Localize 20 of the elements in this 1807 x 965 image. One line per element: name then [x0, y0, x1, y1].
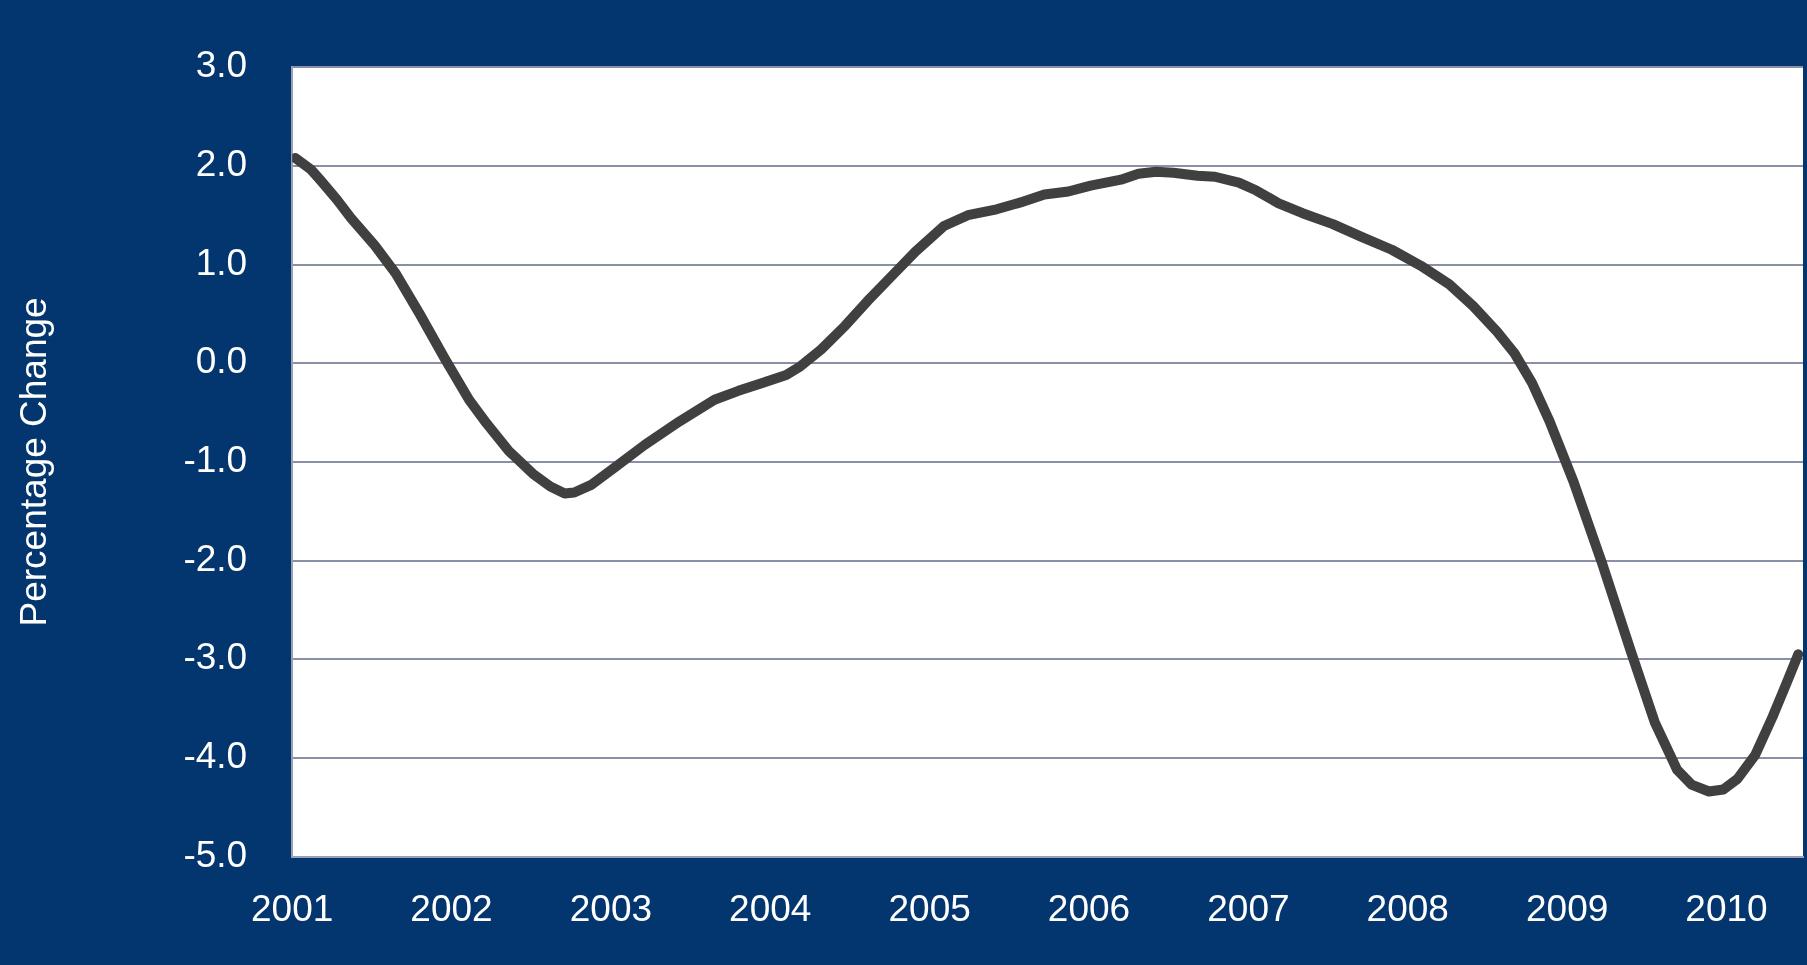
- y-tick-label: 0.0: [195, 340, 248, 382]
- x-tick-label: 2004: [729, 888, 812, 929]
- y-tick-label: 2.0: [195, 143, 248, 185]
- y-tick-label: -1.0: [183, 439, 248, 481]
- x-tick-label: 2001: [251, 888, 334, 929]
- y-tick-label: -2.0: [183, 537, 248, 579]
- x-tick-label: 2008: [1366, 888, 1449, 929]
- y-tick-label: -3.0: [183, 636, 248, 678]
- x-tick-label: 2002: [410, 888, 493, 929]
- y-tick-label: -4.0: [183, 735, 248, 777]
- y-tick-label: 1.0: [195, 241, 248, 283]
- y-tick-label: -5.0: [183, 833, 248, 875]
- y-tick-label: 3.0: [195, 44, 248, 86]
- x-tick-label: 2005: [888, 888, 971, 929]
- x-tick-label: 2006: [1047, 888, 1131, 929]
- y-axis-title: Percentage Change: [13, 297, 55, 627]
- x-tick-label: 2003: [569, 888, 653, 929]
- x-tick-label: 2010: [1685, 888, 1768, 929]
- x-tick-label: 2009: [1525, 888, 1609, 929]
- x-tick-label: 2007: [1207, 888, 1290, 929]
